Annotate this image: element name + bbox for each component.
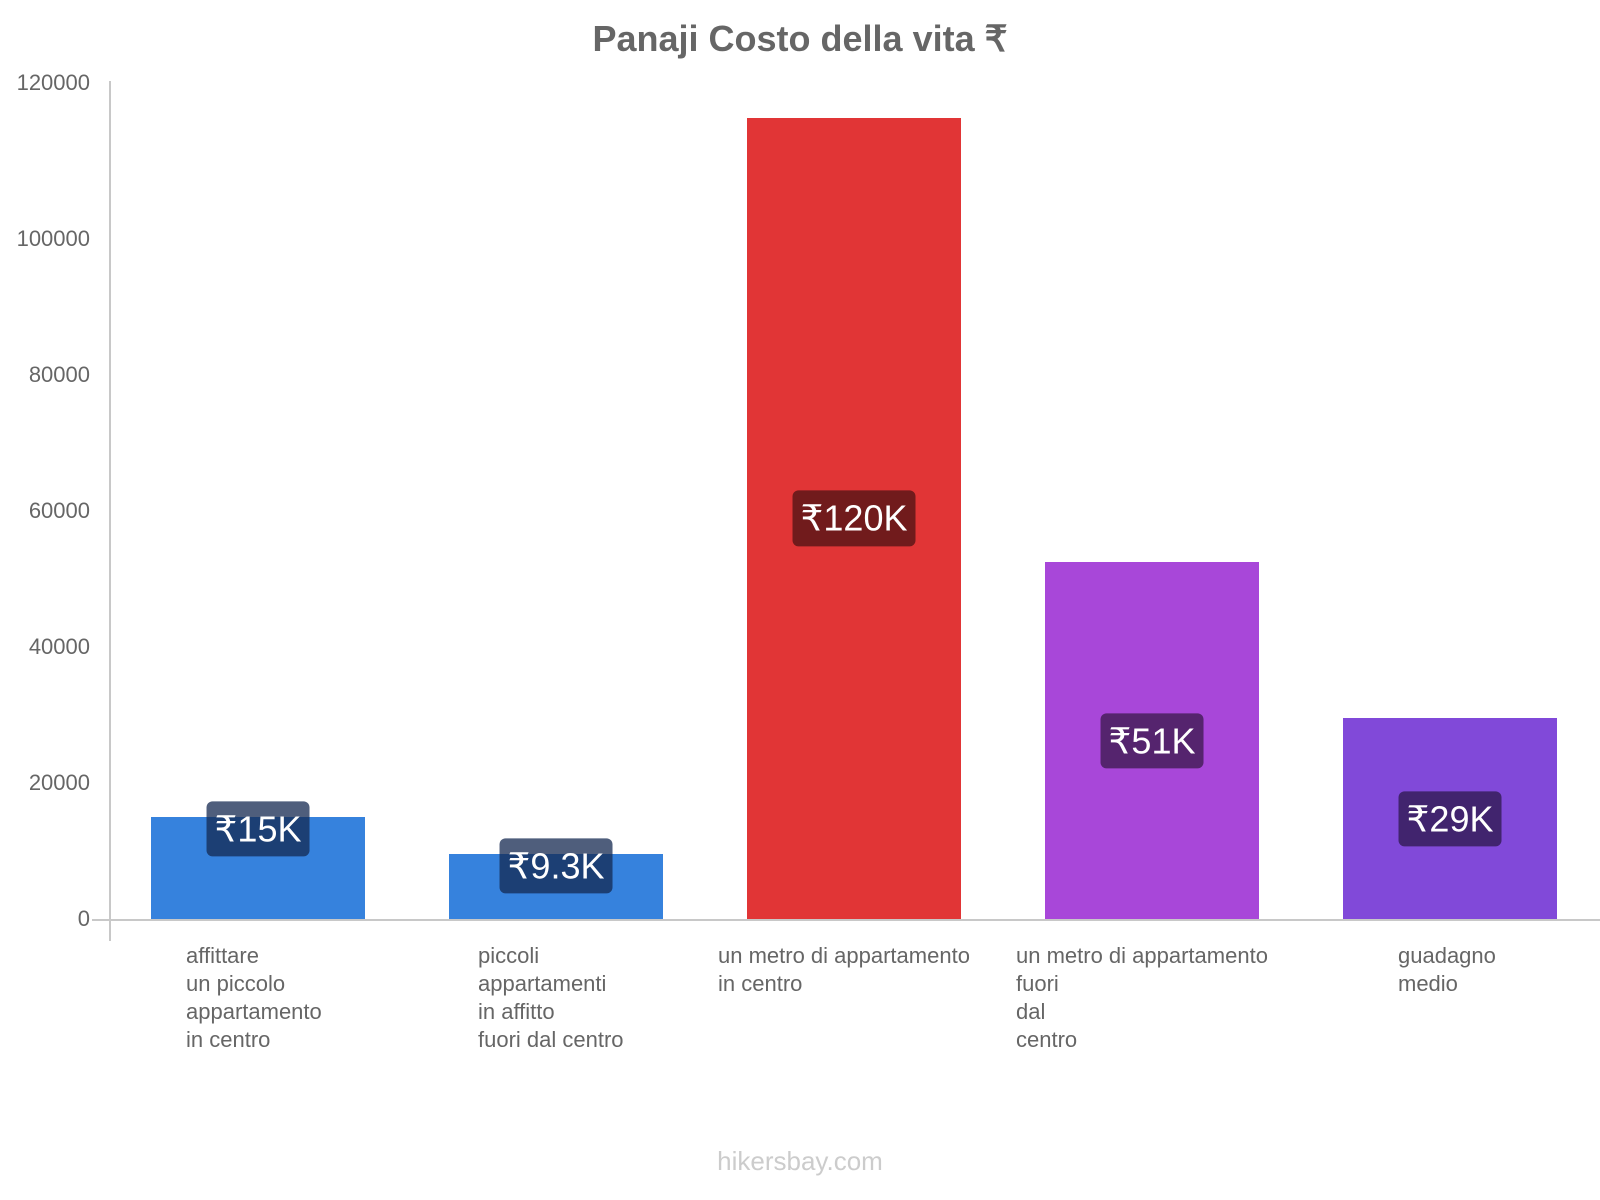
watermark: hikersbay.com [717, 1146, 883, 1176]
bar-value-label: ₹15K [206, 800, 310, 857]
x-category-label: piccoli appartamenti in affitto fuori da… [478, 943, 624, 1052]
bar-value-label: ₹29K [1398, 791, 1502, 847]
x-axis-line [92, 919, 1600, 921]
x-category-label: un metro di appartamento in centro [718, 943, 970, 996]
x-category-label: un metro di appartamento fuori dal centr… [1016, 943, 1268, 1052]
y-tick-label: 0 [77, 906, 90, 931]
y-tick-label: 20000 [28, 770, 90, 795]
chart-title: Panaji Costo della vita ₹ [592, 18, 1008, 59]
y-axis-line [109, 81, 111, 941]
bar-value-label: ₹51K [1100, 713, 1204, 769]
bar-value-label: ₹120K [792, 490, 916, 546]
x-category-label: affittare un piccolo appartamento in cen… [186, 943, 322, 1052]
y-tick-label: 60000 [28, 498, 90, 523]
x-category-label: guadagno medio [1398, 943, 1496, 996]
y-tick-label: 100000 [16, 226, 90, 251]
bar-value-label: ₹9.3K [499, 838, 613, 894]
y-tick-label: 40000 [28, 634, 90, 659]
y-tick-label: 80000 [28, 362, 90, 387]
y-tick-label: 120000 [16, 70, 90, 95]
